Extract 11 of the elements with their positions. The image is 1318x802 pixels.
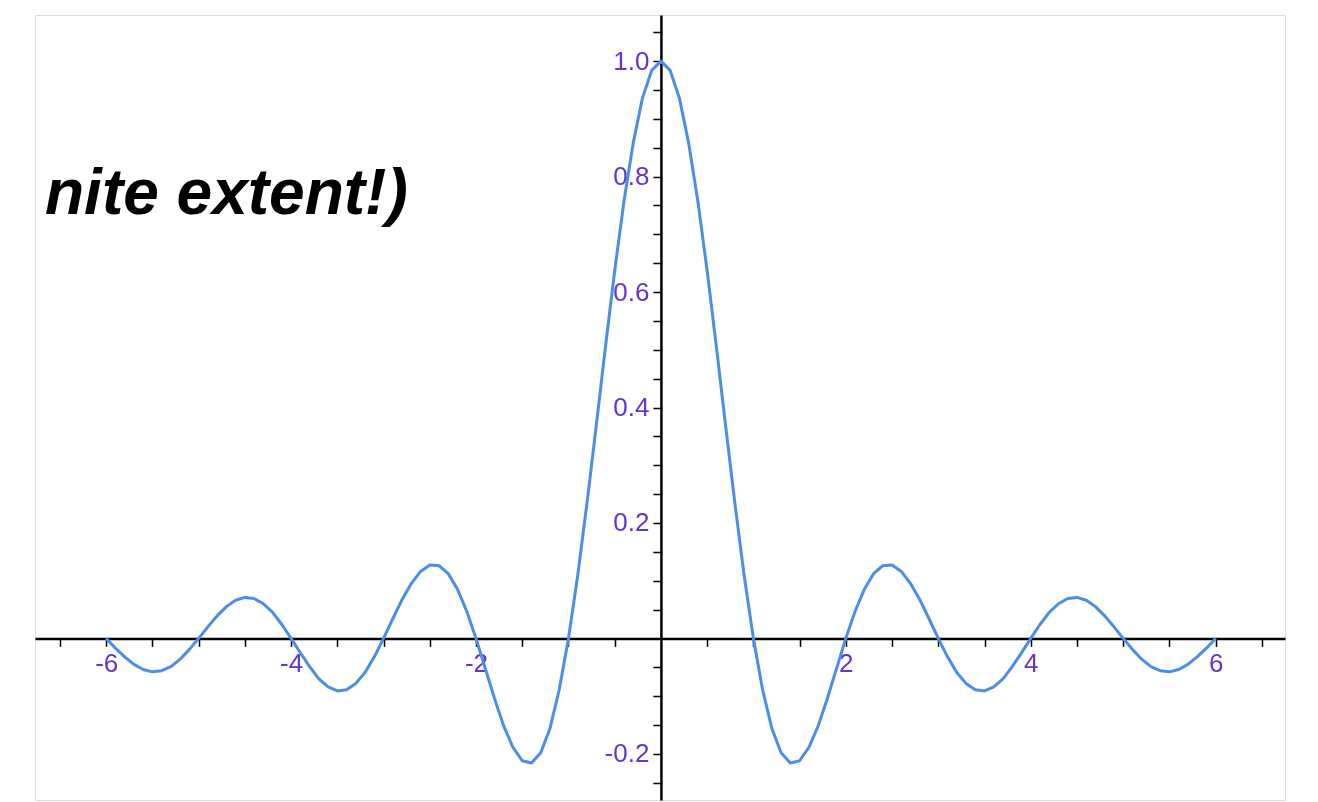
x-tick-label: -6 (95, 647, 119, 678)
x-tick-label: 2 (839, 647, 854, 678)
x-tick-label: 4 (1024, 647, 1039, 678)
y-tick-label: 0.6 (613, 276, 650, 307)
y-tick-label: 0.2 (613, 507, 650, 538)
annotation: nite extent!) (45, 156, 408, 228)
y-tick-label: 0.4 (613, 392, 650, 422)
x-tick-label: 6 (1208, 647, 1224, 678)
y-tick-label: 1.0 (613, 45, 650, 76)
x-tick-label: -4 (280, 647, 304, 678)
y-tick-label: -0.2 (604, 738, 650, 769)
